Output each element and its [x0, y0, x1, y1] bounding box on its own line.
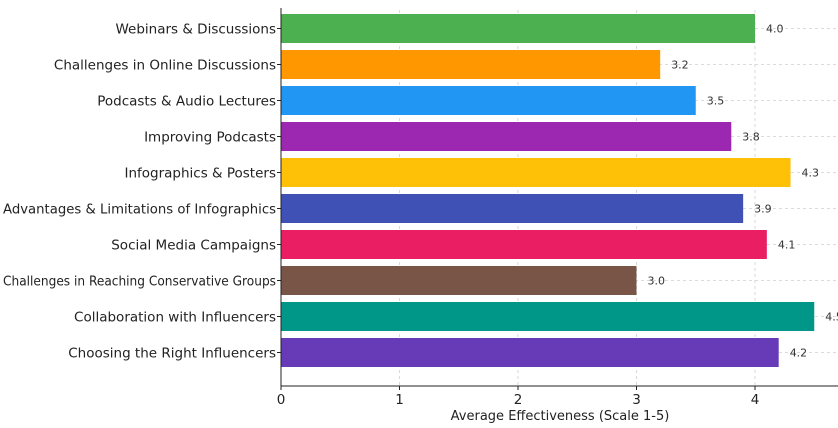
x-tick-label: 1	[395, 392, 404, 408]
x-tick-label: 0	[277, 392, 286, 408]
category-label: Infographics & Posters	[124, 166, 276, 182]
category-labels: Webinars & Discussions Challenges in Onli…	[3, 22, 281, 362]
value-label: 4.5	[825, 311, 838, 324]
x-tick-label: 2	[514, 392, 523, 408]
category-label: Podcasts & Audio Lectures	[97, 94, 276, 110]
bar	[281, 14, 755, 43]
bar	[281, 302, 815, 331]
x-tick-label: 4	[751, 392, 760, 408]
axes	[280, 8, 838, 387]
value-label: 3.8	[742, 131, 760, 144]
category-label: Webinars & Discussions	[115, 22, 276, 38]
x-axis-ticks: 0 1 2 3 4	[277, 386, 760, 408]
bar	[281, 122, 732, 151]
value-label: 3.5	[707, 95, 725, 108]
bar	[281, 266, 637, 295]
bar	[281, 230, 767, 259]
category-label: Challenges in Online Discussions	[54, 58, 276, 74]
category-label: Choosing the Right Influencers	[68, 346, 276, 362]
bar	[281, 194, 744, 223]
value-label: 3.2	[671, 59, 689, 72]
value-label: 4.2	[790, 347, 808, 360]
category-label: Collaboration with Influencers	[74, 310, 276, 326]
bar	[281, 338, 779, 367]
value-label: 4.0	[766, 23, 784, 36]
bar	[281, 86, 696, 115]
value-label: 3.0	[648, 275, 666, 288]
category-label: Challenges in Reaching Conservative Grou…	[3, 274, 276, 290]
value-labels: 4.0 3.2 3.5 3.8 4.3 3.9 4.1 3.0 4.5 4.2	[648, 23, 838, 360]
bar	[281, 158, 791, 187]
value-label: 4.3	[802, 167, 820, 180]
bars	[281, 14, 815, 367]
value-label: 4.1	[778, 239, 796, 252]
bar	[281, 50, 661, 79]
x-axis-title: Average Effectiveness (Scale 1-5)	[451, 409, 670, 424]
category-label: Improving Podcasts	[144, 130, 276, 146]
category-label: Advantages & Limitations of Infographics	[3, 202, 276, 218]
category-label: Social Media Campaigns	[111, 238, 276, 254]
value-label: 3.9	[754, 203, 772, 216]
x-tick-label: 3	[632, 392, 641, 408]
